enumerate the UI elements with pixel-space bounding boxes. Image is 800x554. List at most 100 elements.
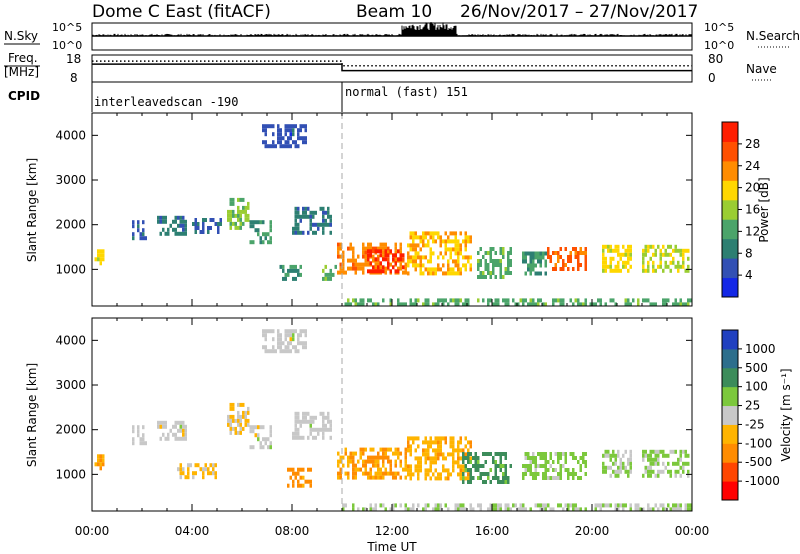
data-cell [399,246,402,251]
data-cell [287,467,290,472]
velocity-xaxis [91,318,693,511]
data-cell [629,449,632,454]
data-cell [509,464,512,468]
data-cell [602,453,605,458]
data-cell [422,440,425,445]
data-cell [174,215,177,220]
data-cell [357,459,360,464]
data-cell [467,448,470,453]
data-cell [142,232,145,237]
data-cell [522,255,525,260]
data-cell [559,472,562,476]
data-cell [507,298,510,303]
data-cell [177,231,180,236]
nave-series-line [92,60,692,67]
data-cell [447,507,450,512]
data-cell [364,467,367,472]
data-cell [324,210,327,215]
data-cell [482,271,485,275]
data-cell [602,256,605,261]
data-cell [404,455,407,460]
data-cell [194,471,197,476]
data-cell [462,456,465,460]
data-cell [574,298,577,303]
data-cell [139,441,142,446]
data-cell [257,232,260,237]
data-cell [99,454,102,459]
data-cell [437,452,440,457]
data-cell [297,222,300,227]
data-cell [307,419,310,424]
data-cell [162,420,165,425]
data-cell [422,239,425,244]
data-cell [297,230,300,235]
data-cell [499,503,502,508]
data-cell [617,244,620,249]
data-cell [624,260,627,265]
data-cell [442,255,445,260]
data-cell [374,507,377,512]
data-cell [289,475,292,480]
data-cell [422,231,425,236]
data-cell [164,424,167,429]
data-cell [494,298,497,303]
data-cell [357,507,360,512]
data-cell [437,231,440,236]
data-cell [264,132,267,137]
data-cell [337,270,340,275]
data-cell [674,507,677,512]
nave-tick-top: 80 [708,52,723,66]
data-cell [329,427,332,432]
data-cell [232,209,235,214]
data-cell [424,298,427,303]
data-cell [467,298,470,303]
data-cell [647,507,650,512]
data-cell [662,453,665,458]
data-cell [604,302,607,307]
data-cell [322,226,325,231]
data-cell [464,231,467,236]
colorbar-tick-label: 500 [745,361,768,375]
data-cell [374,459,377,464]
data-cell [359,262,362,267]
data-cell [584,302,587,307]
data-cell [687,248,690,253]
data-cell [229,406,232,411]
data-cell [329,214,332,219]
data-cell [462,480,465,484]
data-cell [469,263,472,268]
data-cell [469,267,472,272]
data-cell [687,298,690,303]
data-cell [479,271,482,275]
time-tick-label: 00:00 [675,524,710,538]
data-cell [404,503,407,508]
data-cell [444,440,447,445]
data-cell [217,222,220,226]
data-cell [317,431,320,436]
data-cell [294,264,297,269]
data-cell [394,246,397,251]
data-cell [529,507,532,512]
data-cell [379,269,382,274]
data-cell [629,256,632,261]
data-cell [329,222,332,227]
data-cell [499,251,502,255]
data-cell [492,271,495,275]
data-cell [304,333,307,338]
data-cell [549,507,552,512]
data-cell [434,476,437,481]
data-cell [547,460,550,464]
data-cell [572,503,575,508]
data-cell [649,469,652,474]
data-cell [457,239,460,244]
data-cell [572,472,575,476]
data-cell [187,463,190,468]
data-cell [292,226,295,231]
data-cell [422,448,425,453]
colorbar-swatch [722,462,738,482]
data-cell [667,252,670,257]
data-cell [292,140,295,145]
data-cell [654,473,657,478]
colorbar-tick-label: 100 [745,380,768,394]
data-cell [684,449,687,454]
